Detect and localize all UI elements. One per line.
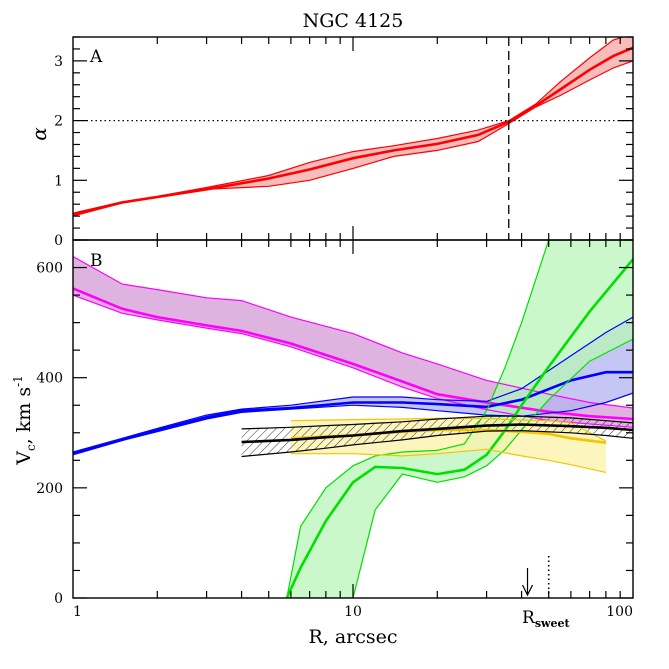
- panel-b-series-2-upper: [286, 240, 633, 598]
- r-sweet-label: Rsweet: [522, 608, 570, 630]
- panel-a-ytick-label: 1: [54, 173, 63, 189]
- panel-b-series-0-band: [73, 256, 633, 428]
- panel-b-series-3-upper: [290, 417, 607, 442]
- panel-b-xtick-label: 100: [606, 604, 633, 620]
- panel-a-ytick-label: 0: [54, 233, 63, 249]
- panel-b: 0 200 400 600 1 10 100: [36, 239, 633, 620]
- panel-a-series-0-band: [73, 37, 633, 217]
- panel-a: 0 1 2 3: [54, 36, 633, 249]
- panel-b-ylabel: Vc, km s-1: [11, 375, 38, 466]
- panel-a-series-0-lower: [73, 60, 633, 217]
- panel-b-series-0-upper: [73, 255, 633, 409]
- panel-b-ytick-label: 400: [36, 371, 63, 387]
- panel-b-frame: [72, 239, 634, 599]
- panel-b-xtick-label: 10: [344, 604, 362, 620]
- panel-b-ytick-label: 200: [36, 481, 63, 497]
- r-sweet-arrow: [521, 568, 534, 597]
- panel-a-series-0-line: [73, 46, 633, 216]
- panel-b-series-1-lower: [73, 392, 633, 456]
- panel-b-series-4-lower: [241, 429, 633, 458]
- panel-b-xlabel: R, arcsec: [308, 626, 397, 648]
- chart-title: NGC 4125: [303, 10, 404, 32]
- panel-b-label: B: [90, 251, 103, 271]
- panel-b-xtick-label: 1: [73, 604, 82, 620]
- panel-b-series-1-line: [73, 370, 633, 455]
- panel-a-ylabel: α: [27, 127, 51, 141]
- panel-b-ytick-label: 600: [36, 261, 63, 277]
- panel-b-series-1-upper: [73, 316, 633, 453]
- panel-a-ytick-label: 2: [54, 114, 63, 130]
- panel-b-series-3-lower: [290, 448, 607, 473]
- panel-b-series-2-lower: [286, 338, 633, 598]
- panel-b-series-4-line: [241, 423, 633, 444]
- panel-a-label: A: [89, 47, 103, 67]
- panel-a-frame: [72, 36, 634, 241]
- panel-b-ytick-label: 0: [54, 591, 63, 607]
- panel-a-ytick-label: 3: [54, 54, 63, 70]
- panel-a-series-0-upper: [73, 37, 626, 214]
- panel-b-series-2-line: [285, 258, 633, 598]
- panel-b-series-4-upper: [241, 415, 633, 430]
- panel-b-series-2-band: [286, 240, 633, 598]
- panel-b-series-0-line: [73, 287, 633, 421]
